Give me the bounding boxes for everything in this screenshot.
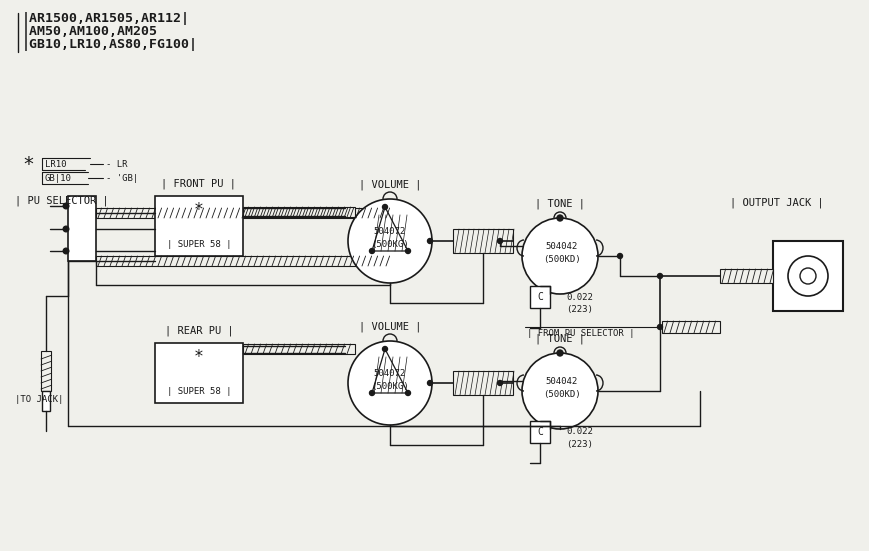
Bar — [96, 256, 389, 266]
Text: 0.022: 0.022 — [566, 293, 592, 301]
Bar — [96, 208, 389, 218]
Bar — [41, 351, 51, 391]
Text: |AR1500,AR1505,AR112|: |AR1500,AR1505,AR112| — [22, 12, 189, 24]
Text: |GB10,LR10,AS80,FG100|: |GB10,LR10,AS80,FG100| — [22, 37, 198, 51]
Circle shape — [63, 203, 69, 209]
Circle shape — [405, 391, 410, 396]
Bar — [155, 343, 242, 403]
Circle shape — [427, 239, 432, 244]
Bar — [68, 196, 96, 261]
Circle shape — [63, 226, 69, 232]
Bar — [453, 229, 513, 253]
Text: (500KD): (500KD) — [542, 390, 580, 398]
Text: - 'GB|: - 'GB| — [106, 174, 138, 182]
Bar — [529, 421, 549, 443]
Circle shape — [497, 381, 502, 386]
Text: | REAR PU |: | REAR PU | — [164, 326, 233, 336]
Text: 504072: 504072 — [374, 369, 406, 377]
Circle shape — [556, 215, 562, 221]
Circle shape — [657, 273, 661, 278]
Bar — [453, 371, 513, 395]
Circle shape — [617, 253, 622, 258]
Bar — [529, 286, 549, 308]
Bar — [720, 269, 773, 283]
Circle shape — [657, 325, 661, 329]
Text: | VOLUME |: | VOLUME | — [358, 180, 421, 190]
Circle shape — [521, 218, 597, 294]
Circle shape — [63, 248, 69, 254]
Text: *: * — [194, 201, 203, 219]
Text: C: C — [536, 427, 542, 437]
Circle shape — [369, 391, 374, 396]
Text: | SUPER 58 |: | SUPER 58 | — [167, 240, 231, 249]
Circle shape — [382, 347, 387, 352]
Text: C: C — [536, 292, 542, 302]
Text: GB|10: GB|10 — [45, 174, 72, 182]
Bar — [661, 321, 720, 333]
Circle shape — [382, 204, 387, 209]
Bar — [42, 391, 50, 411]
Text: (500KG): (500KG) — [371, 381, 408, 391]
Text: (500KG): (500KG) — [371, 240, 408, 249]
Text: | VOLUME |: | VOLUME | — [358, 322, 421, 332]
Circle shape — [405, 249, 410, 253]
Text: | FROM PU SELECTOR |: | FROM PU SELECTOR | — [527, 328, 634, 338]
Text: | TONE |: | TONE | — [534, 334, 584, 344]
Text: *: * — [22, 154, 34, 174]
Text: | FRONT PU |: | FRONT PU | — [162, 179, 236, 189]
Circle shape — [521, 353, 597, 429]
Text: | PU SELECTOR |: | PU SELECTOR | — [15, 196, 109, 206]
Text: | OUTPUT JACK |: | OUTPUT JACK | — [729, 198, 823, 208]
Bar — [242, 344, 355, 354]
Bar — [773, 241, 842, 311]
Text: 504072: 504072 — [374, 226, 406, 235]
Bar — [242, 207, 355, 217]
Circle shape — [799, 268, 815, 284]
Circle shape — [787, 256, 827, 296]
Text: (223): (223) — [566, 440, 592, 449]
Text: 504042: 504042 — [545, 241, 578, 251]
Circle shape — [348, 199, 432, 283]
Text: - LR: - LR — [106, 159, 128, 169]
Circle shape — [556, 350, 562, 356]
Text: LR10: LR10 — [45, 159, 66, 169]
Text: *: * — [194, 348, 203, 366]
Text: |TO JACK|: |TO JACK| — [15, 395, 63, 403]
Text: (223): (223) — [566, 305, 592, 314]
Circle shape — [427, 381, 432, 386]
Bar — [155, 196, 242, 256]
Text: 0.022: 0.022 — [566, 428, 592, 436]
Text: | TONE |: | TONE | — [534, 199, 584, 209]
Text: | SUPER 58 |: | SUPER 58 | — [167, 386, 231, 396]
Circle shape — [348, 341, 432, 425]
Text: (500KD): (500KD) — [542, 255, 580, 263]
Circle shape — [497, 239, 502, 244]
Circle shape — [369, 249, 374, 253]
Text: |AM50,AM100,AM205: |AM50,AM100,AM205 — [22, 24, 158, 37]
Text: 504042: 504042 — [545, 376, 578, 386]
